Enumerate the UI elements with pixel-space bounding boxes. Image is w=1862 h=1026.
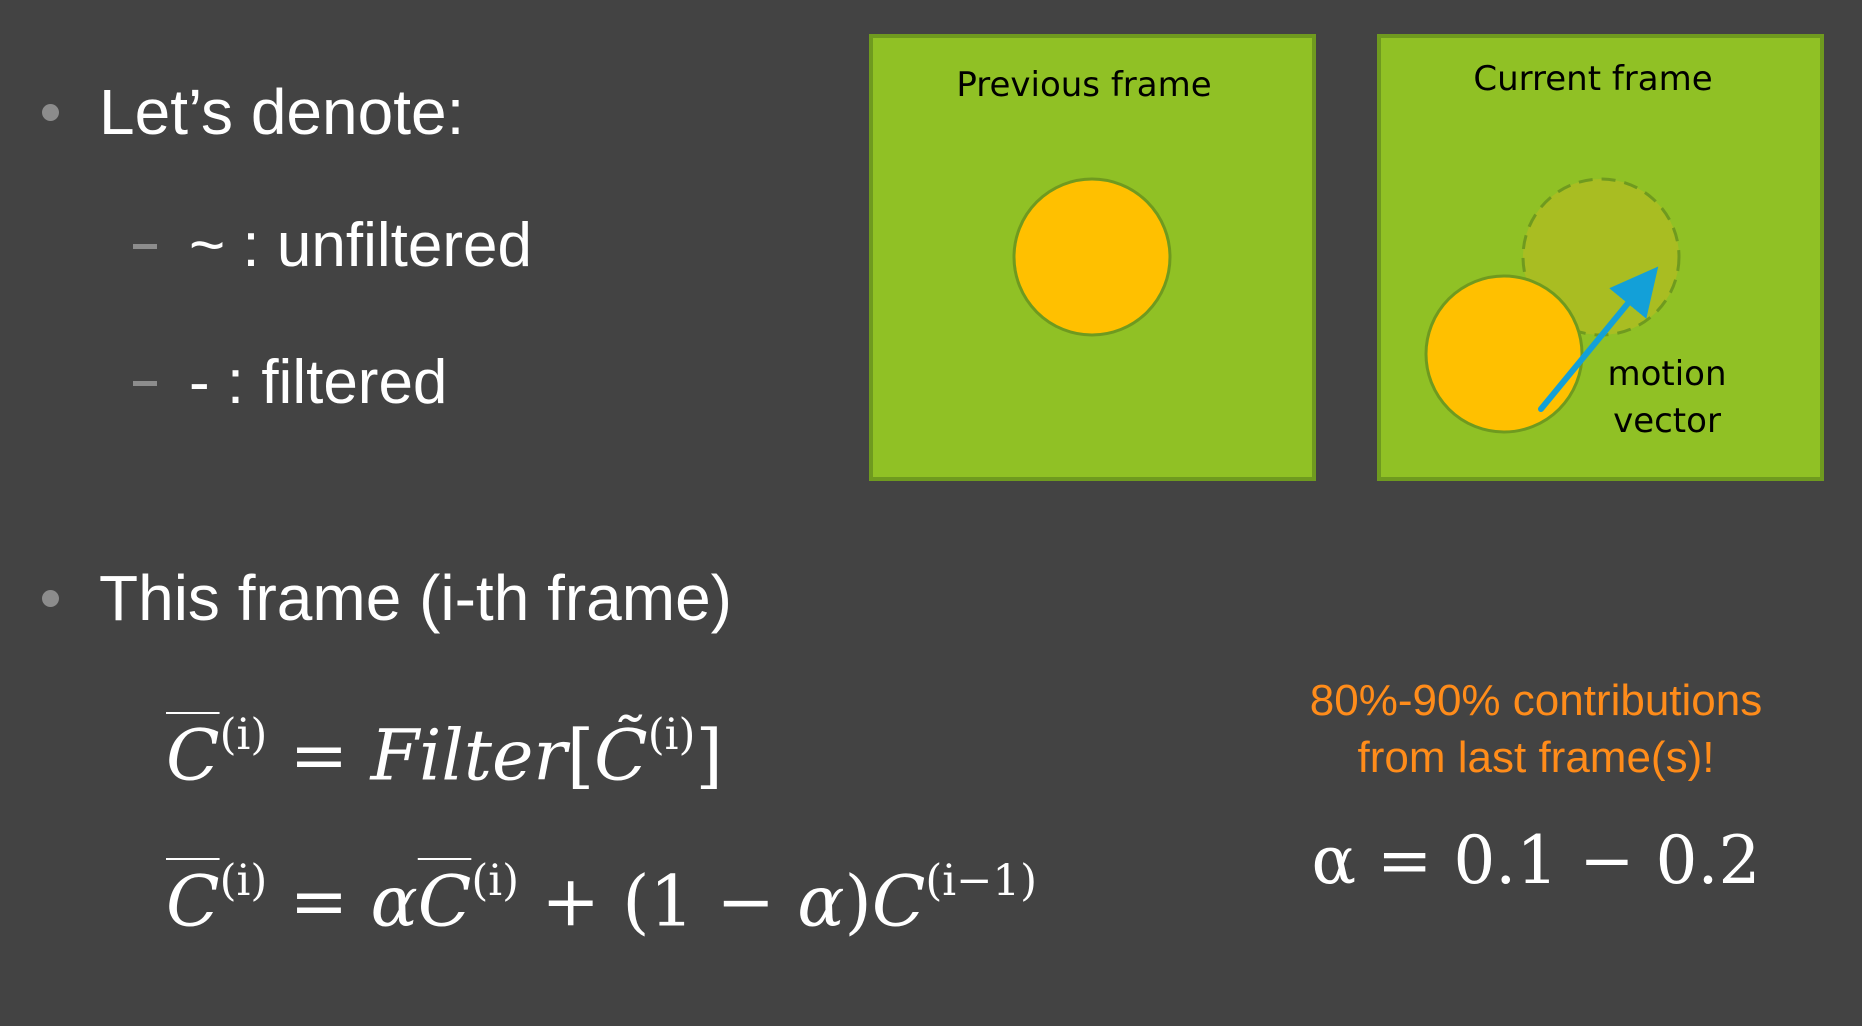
sup-i: (i) [647, 709, 696, 760]
sub-bullet-unfiltered: ~ : unfiltered [133, 215, 532, 277]
previous-frame-title: Previous frame [956, 65, 1211, 105]
sub-bullet-unfiltered-text: ~ : unfiltered [189, 211, 532, 280]
c-bar: C [166, 714, 220, 797]
current-object-circle [1424, 274, 1584, 434]
bullet-dot [42, 103, 59, 121]
current-frame-panel: Current frame motion vector [1377, 34, 1824, 481]
sub-bullet-filtered-text: - : filtered [189, 348, 448, 417]
sub-bullet-dash [133, 243, 157, 249]
equation-blend: C(i) = αC(i) + (1 − α)C(i−1) [166, 855, 1038, 943]
sup-i: (i) [219, 709, 268, 760]
alpha-equation: α = 0.1 − 0.2 [1250, 828, 1822, 894]
sup-i: (i) [471, 855, 520, 906]
filter-word: Filter [370, 714, 567, 797]
equation-filter: C(i) = Filter[C̃(i)] [166, 709, 723, 797]
motion-vector-label-line2: vector [1613, 401, 1721, 441]
bullet-intro: Let’s denote: [42, 80, 464, 144]
current-frame-title: Current frame [1473, 59, 1712, 99]
previous-frame-panel: Previous frame [869, 34, 1316, 481]
contribution-note-line2: from last frame(s)! [1357, 733, 1715, 783]
sub-bullet-dash [133, 380, 157, 386]
previous-object-circle [1012, 177, 1172, 337]
sub-bullet-filtered: - : filtered [133, 352, 447, 414]
c-bar: C [166, 860, 220, 943]
bullet-this-frame-text: This frame (i-th frame) [99, 562, 732, 634]
contribution-note-line1: 80%-90% contributions [1309, 676, 1763, 725]
motion-vector-label-line1: motion [1607, 354, 1726, 394]
alpha-equation-text: α = 0.1 − 0.2 [1311, 822, 1761, 899]
sup-i-minus-1: (i−1) [925, 855, 1038, 906]
bullet-intro-text: Let’s denote: [99, 76, 465, 148]
contribution-note: 80%-90% contributions from last frame(s)… [1250, 672, 1822, 786]
motion-vector-arrow [1538, 266, 1659, 412]
bullet-dot [42, 589, 59, 607]
sup-i: (i) [219, 855, 268, 906]
bullet-this-frame: This frame (i-th frame) [42, 566, 732, 630]
